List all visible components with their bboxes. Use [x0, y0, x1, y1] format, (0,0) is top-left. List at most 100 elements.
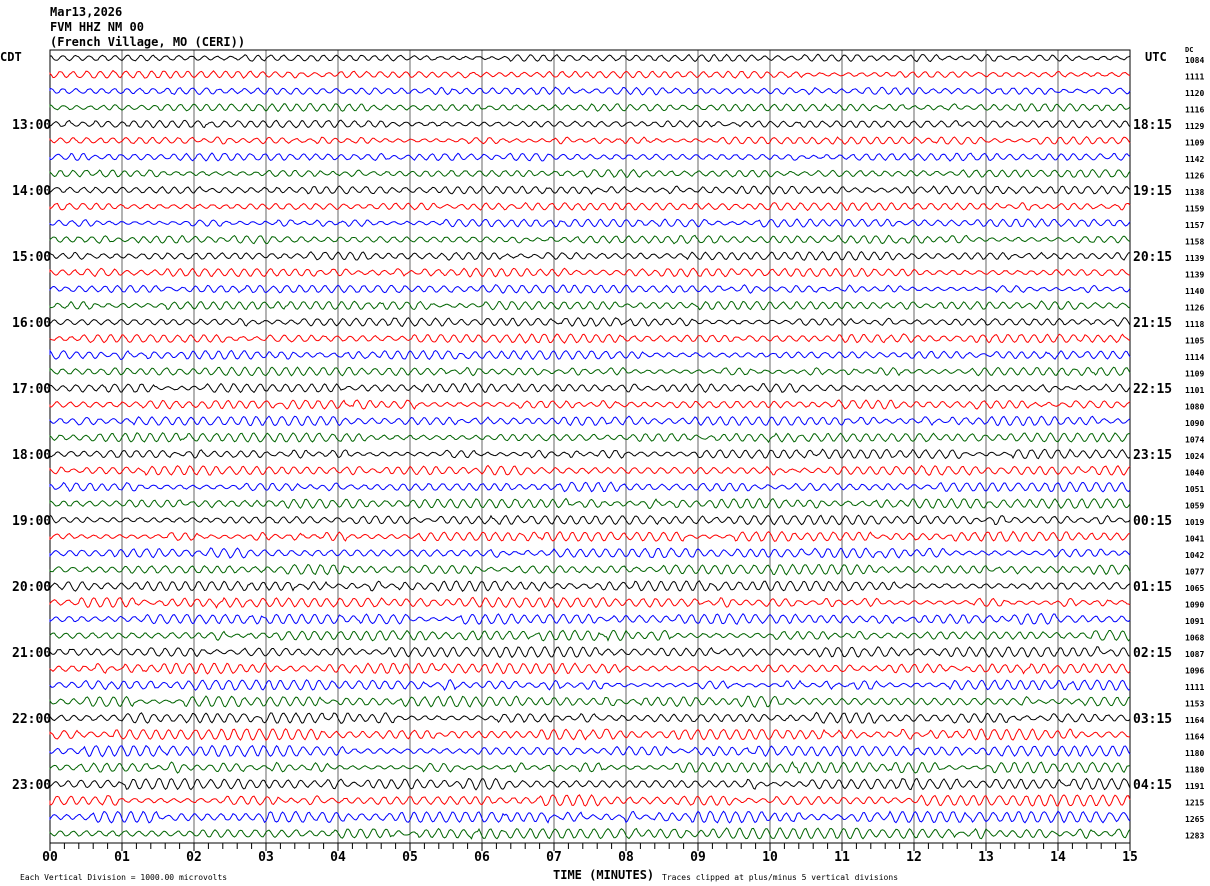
- dc-offset-label: 1068: [1185, 634, 1204, 643]
- x-tick-label: 15: [1122, 850, 1138, 865]
- seismic-trace: [49, 646, 1131, 659]
- dc-offset-label: 1116: [1185, 106, 1204, 115]
- cdt-hour-label: 20:00: [12, 580, 51, 595]
- utc-hour-label: 01:15: [1133, 580, 1172, 595]
- seismic-trace: [49, 547, 1131, 559]
- utc-hour-label: 18:15: [1133, 118, 1172, 133]
- seismic-trace: [49, 679, 1131, 691]
- seismic-trace: [49, 366, 1131, 377]
- location-label: (French Village, MO (CERI)): [50, 35, 246, 49]
- dc-offset-label: 1087: [1185, 650, 1204, 659]
- dc-offset-label: 1129: [1185, 122, 1204, 131]
- dc-offset-label: 1051: [1185, 485, 1204, 494]
- seismic-trace: [49, 711, 1131, 725]
- x-tick-label: 03: [258, 850, 274, 865]
- utc-hour-label: 03:15: [1133, 712, 1172, 727]
- dc-offset-label: 1111: [1185, 683, 1204, 692]
- seismic-trace: [49, 596, 1131, 609]
- seismic-trace: [49, 333, 1131, 344]
- dc-offset-label: 1109: [1185, 370, 1204, 379]
- seismic-trace: [49, 728, 1131, 741]
- seismic-trace: [49, 136, 1131, 145]
- clip-note: Traces clipped at plus/minus 5 vertical …: [662, 873, 898, 882]
- seismic-trace: [49, 695, 1131, 708]
- dc-offset-label: 1180: [1185, 766, 1204, 775]
- utc-hour-label: 20:15: [1133, 250, 1172, 265]
- x-tick-label: 12: [906, 850, 922, 865]
- dc-offset-label: 1040: [1185, 469, 1204, 478]
- dc-offset-label: 1065: [1185, 584, 1204, 593]
- x-tick-label: 04: [330, 850, 346, 865]
- dc-offset-label: 1096: [1185, 667, 1204, 676]
- dc-offset-label: 1153: [1185, 700, 1204, 709]
- seismic-trace: [49, 250, 1131, 261]
- dc-offset-label: 1024: [1185, 452, 1204, 461]
- dc-offset-label: 1126: [1185, 172, 1204, 181]
- seismic-trace: [49, 399, 1131, 410]
- seismic-trace: [49, 761, 1131, 774]
- utc-hour-label: 04:15: [1133, 778, 1172, 793]
- x-tick-label: 14: [1050, 850, 1066, 865]
- dc-offset-label: 1114: [1185, 353, 1204, 362]
- dc-offset-label: 1164: [1185, 716, 1204, 725]
- plot-frame: [49, 49, 1131, 844]
- x-tick-label: 11: [834, 850, 850, 865]
- x-axis-title: TIME (MINUTES): [553, 868, 654, 882]
- seismic-trace: [49, 317, 1131, 328]
- station-label: FVM HHZ NM 00: [50, 20, 144, 34]
- seismic-trace: [49, 777, 1131, 791]
- seismic-trace: [49, 53, 1131, 63]
- right-timezone-label: UTC: [1145, 50, 1167, 64]
- x-tick-label: 02: [186, 850, 202, 865]
- dc-offset-label: 1126: [1185, 304, 1204, 313]
- dc-offset-label: 1159: [1185, 205, 1204, 214]
- dc-offset-label: 1041: [1185, 535, 1204, 544]
- seismic-trace: [49, 827, 1131, 840]
- date-label: Mar13,2026: [50, 5, 123, 19]
- x-tick-label: 06: [474, 850, 490, 865]
- scale-note: Each Vertical Division = 1000.00 microvo…: [20, 873, 227, 882]
- seismic-trace: [49, 69, 1131, 79]
- seismic-trace: [49, 432, 1131, 444]
- seismic-trace: [49, 514, 1131, 526]
- dc-offset-label: 1283: [1185, 832, 1204, 841]
- seismic-trace: [49, 481, 1131, 493]
- dc-offset-label: 1019: [1185, 518, 1204, 527]
- cdt-hour-label: 23:00: [12, 778, 51, 793]
- dc-offset-label: 1074: [1185, 436, 1204, 445]
- dc-offset-label: 1138: [1185, 188, 1204, 197]
- seismic-trace: [49, 234, 1131, 245]
- utc-hour-label: 23:15: [1133, 448, 1172, 463]
- utc-hour-label: 00:15: [1133, 514, 1172, 529]
- dc-offset-label: 1109: [1185, 139, 1204, 148]
- dc-offset-label: 1140: [1185, 287, 1204, 296]
- dc-offset-label: 1142: [1185, 155, 1204, 164]
- seismic-trace: [49, 300, 1131, 311]
- x-tick-label: 07: [546, 850, 562, 865]
- seismic-trace: [49, 103, 1131, 113]
- dc-offset-label: 1191: [1185, 782, 1204, 791]
- utc-hour-label: 21:15: [1133, 316, 1172, 331]
- seismic-trace: [49, 464, 1131, 476]
- seismic-trace: [49, 119, 1131, 129]
- utc-hour-label: 19:15: [1133, 184, 1172, 199]
- dc-offset-label: 1090: [1185, 419, 1204, 428]
- seismic-trace: [49, 349, 1131, 361]
- x-tick-label: 13: [978, 850, 994, 865]
- seismic-trace: [49, 662, 1131, 675]
- x-tick-label: 10: [762, 850, 778, 865]
- seismic-trace: [49, 267, 1131, 278]
- dc-offset-label: 1077: [1185, 568, 1204, 577]
- dc-offset-label: 1139: [1185, 271, 1204, 280]
- x-tick-label: 05: [402, 850, 418, 865]
- seismic-trace: [49, 629, 1131, 642]
- seismic-trace: [49, 168, 1131, 178]
- cdt-hour-label: 21:00: [12, 646, 51, 661]
- cdt-hour-label: 19:00: [12, 514, 51, 529]
- seismic-trace: [49, 185, 1131, 195]
- dc-offset-label: 1080: [1185, 403, 1204, 412]
- seismic-trace: [49, 497, 1131, 510]
- dc-offset-label: 1158: [1185, 238, 1204, 247]
- seismic-trace: [49, 563, 1131, 576]
